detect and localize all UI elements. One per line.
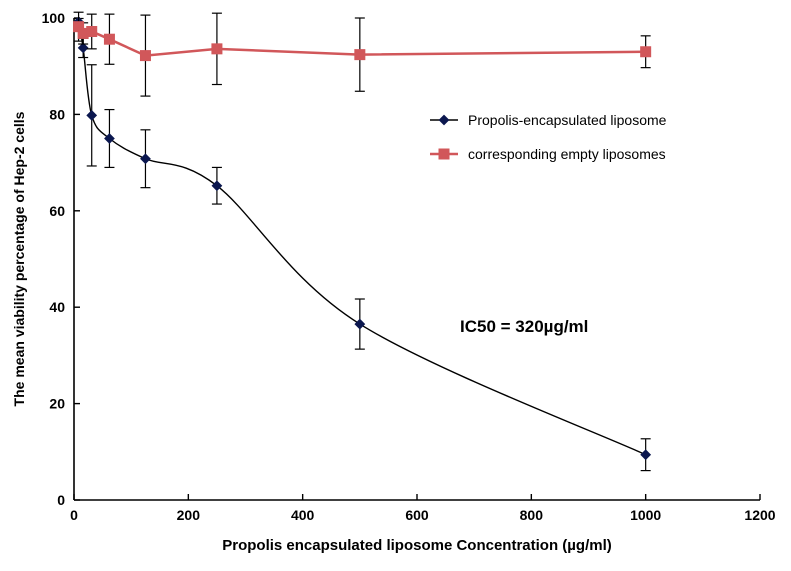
y-tick-label: 40 [49,299,65,315]
marker-square [354,49,365,60]
y-tick-label: 80 [49,106,65,122]
marker-square [211,43,222,54]
legend-label: corresponding empty liposomes [468,146,666,162]
y-tick-label: 100 [42,10,66,26]
x-tick-label: 400 [291,507,315,523]
marker-square [140,50,151,61]
x-tick-label: 800 [520,507,544,523]
x-tick-label: 1200 [744,507,775,523]
x-tick-label: 600 [405,507,429,523]
y-axis-label: The mean viability percentage of Hep-2 c… [11,111,27,406]
x-tick-label: 200 [177,507,201,523]
legend-label: Propolis-encapsulated liposome [468,112,667,128]
y-tick-label: 0 [57,492,65,508]
viability-chart: 0 200 400 600 800 1000 1200 0 20 40 60 80 100 Propoli… [0,0,791,571]
y-tick-label: 20 [49,396,65,412]
y-tick-label: 60 [49,203,65,219]
chart-svg: 0 200 400 600 800 1000 1200 0 20 40 60 80 100 Propoli… [0,0,791,571]
marker-square [86,26,97,37]
x-tick-label: 0 [70,507,78,523]
x-tick-label: 1000 [630,507,661,523]
marker-square [104,34,115,45]
marker-square [640,46,651,57]
x-axis-label: Propolis encapsulated liposome Concentra… [222,537,612,554]
marker-square [439,149,450,160]
ic50-annotation: IC50 = 320µg/ml [460,317,588,336]
